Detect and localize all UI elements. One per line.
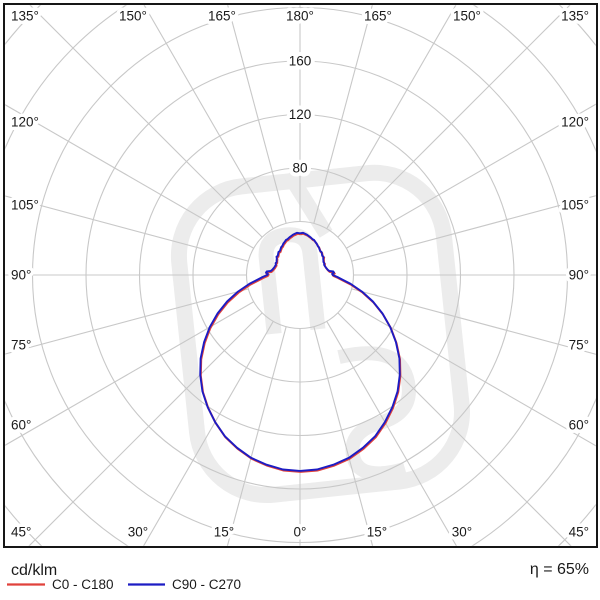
grid-spoke [313,5,373,224]
grid-spoke [143,321,274,546]
legend: cd/klm C0 - C180 C90 - C270 η = 65% [7,561,589,592]
angle-tick-label: 105° [11,198,39,213]
angle-tick-label: 90° [11,268,31,283]
angle-tick-label: 135° [561,9,589,24]
angle-tick-label: 165° [208,9,236,24]
ring-value-label: 120 [289,107,312,122]
curve-c90-c270 [199,231,401,472]
grid-spoke [5,195,249,262]
grid-spoke [351,195,596,262]
ring-value-label: 160 [289,54,312,69]
angle-tick-label: 180° [286,9,314,24]
grid-spoke [29,5,263,238]
grid-spoke [5,104,254,249]
efficiency-label: η = 65% [530,561,589,578]
legend-label-c0-c180: C0 - C180 [52,577,114,592]
grid-spoke [5,288,249,355]
axis-labels: 80 120 160 135° 150° 165° 180° 165° 150° 135° 120°… [8,5,593,543]
angle-tick-label: 30° [452,525,472,540]
angle-tick-label: 45° [11,525,31,540]
angle-tick-label: 165° [364,9,392,24]
angle-tick-label: 120° [561,115,589,130]
grid-spoke [346,103,596,249]
angle-tick-label: 120° [11,115,39,130]
angle-tick-label: 90° [569,268,589,283]
angle-tick-label: 75° [569,338,589,353]
grid-spoke [227,5,287,224]
angle-tick-label: 15° [367,525,387,540]
grid-spoke [28,312,263,546]
grid-spoke [346,301,596,447]
angle-tick-label: 75° [11,338,31,353]
angle-tick-label: 60° [569,418,589,433]
angle-tick-label: 105° [561,198,589,213]
grid-spoke [5,301,254,446]
grid-spoke [326,5,457,229]
angle-tick-label: 0° [294,525,307,540]
angle-tick-label: 30° [128,525,148,540]
grid-spoke [143,5,274,229]
angle-tick-label: 15° [214,525,234,540]
grid-spoke [351,288,596,355]
grid-spoke [226,326,287,546]
watermark-logo-icon [170,164,471,504]
grid-spoke [326,321,457,546]
angle-tick-label: 45° [569,525,589,540]
ring-value-label: 80 [292,161,307,176]
grid-spoke [313,326,374,546]
legend-label-c90-c270: C90 - C270 [172,577,241,592]
unit-label: cd/klm [11,562,57,579]
angle-tick-label: 150° [453,9,481,24]
angle-tick-label: 150° [119,9,147,24]
angle-tick-label: 60° [11,418,31,433]
grid-spoke [337,5,571,238]
angle-tick-label: 135° [11,9,39,24]
grid-spoke [337,312,572,546]
